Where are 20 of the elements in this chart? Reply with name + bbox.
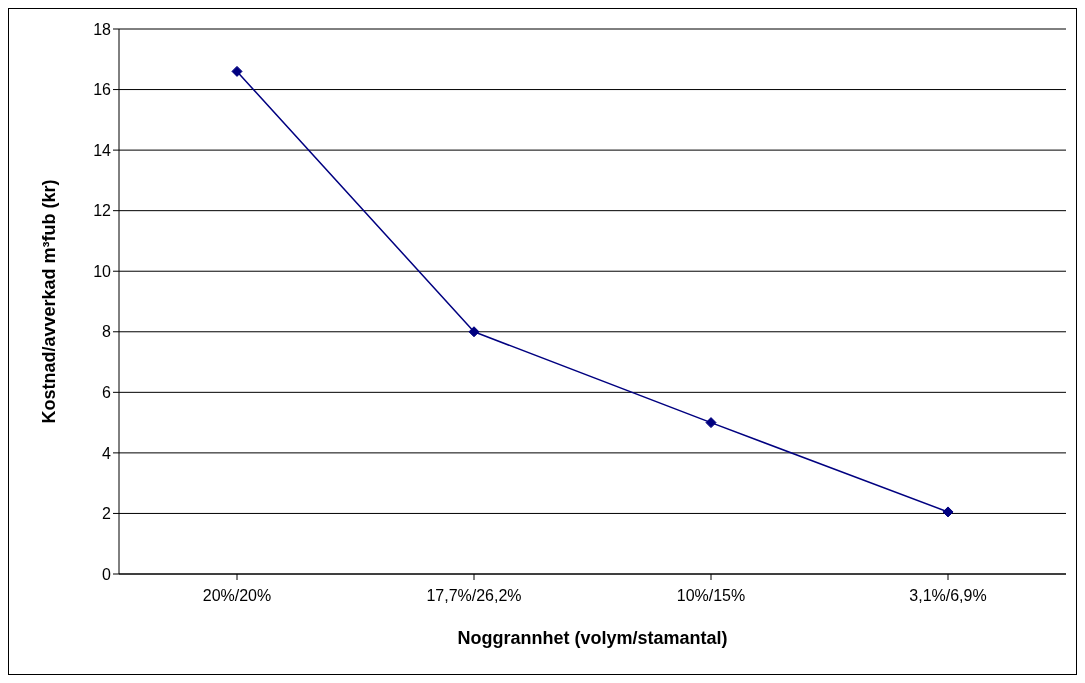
y-tick-label: 0 <box>102 565 112 583</box>
point <box>468 326 480 338</box>
y-axis-title: Kostnad/avverkad m³fub (kr) <box>39 179 60 424</box>
x-tick-label: 20%/20% <box>202 587 272 605</box>
y-tick-label: 4 <box>102 444 112 462</box>
x-tick-label: 10%/15% <box>676 587 746 605</box>
x-tick-label: 17,7%/26,2% <box>426 587 522 605</box>
y-tick-label: 6 <box>102 384 112 402</box>
y-tick-label: 8 <box>102 323 112 341</box>
y-tick-label: 2 <box>102 505 112 523</box>
x-tick-label: 3,1%/6,9% <box>909 587 987 605</box>
y-tick-label: 10 <box>93 262 112 280</box>
y-tick-label: 14 <box>93 141 112 159</box>
y-tick-label: 18 <box>93 20 112 38</box>
point <box>231 65 243 77</box>
point <box>942 506 954 518</box>
y-tick-label: 12 <box>93 202 112 220</box>
x-axis-title: Noggrannhet (volym/stamantal) <box>457 628 728 648</box>
y-tick-label: 16 <box>93 81 112 99</box>
point <box>705 417 717 429</box>
